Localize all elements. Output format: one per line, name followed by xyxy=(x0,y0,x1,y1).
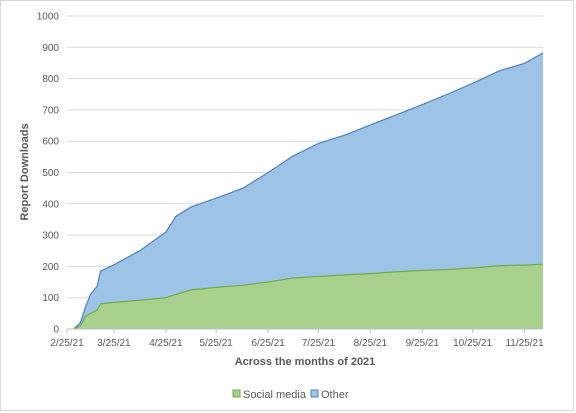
x-tick-label: 11/25/21 xyxy=(505,338,544,349)
legend-swatch-other xyxy=(310,389,319,398)
y-tick-label: 900 xyxy=(42,43,59,54)
x-tick-label: 9/25/21 xyxy=(406,338,440,349)
y-tick-label: 0 xyxy=(53,325,59,336)
y-tick-label: 800 xyxy=(42,74,59,85)
y-tick-label: 200 xyxy=(42,262,59,273)
y-tick-label: 300 xyxy=(42,231,59,242)
y-axis-title: Report Downloads xyxy=(19,123,31,220)
legend-label-other: Other xyxy=(321,389,349,401)
x-tick-label: 4/25/21 xyxy=(149,338,183,349)
legend: Social media Other xyxy=(232,389,349,401)
y-tick-label: 500 xyxy=(42,168,59,179)
x-tick-label: 3/25/21 xyxy=(97,338,131,349)
x-axis-title: Across the months of 2021 xyxy=(235,356,376,368)
y-tick-label: 700 xyxy=(42,105,59,116)
x-tick-labels: 2/25/21 3/25/21 4/25/21 5/25/21 6/25/21 7/25/… xyxy=(50,329,544,349)
x-tick-label: 7/25/21 xyxy=(302,338,336,349)
x-tick-label: 6/25/21 xyxy=(251,338,285,349)
y-tick-label: 100 xyxy=(42,293,59,304)
x-tick-label: 2/25/21 xyxy=(50,338,84,349)
y-tick-label: 600 xyxy=(42,137,59,148)
y-tick-label: 1000 xyxy=(37,12,60,23)
area-series xyxy=(73,52,544,330)
legend-swatch-social-media xyxy=(232,389,241,398)
x-tick-label: 8/25/21 xyxy=(354,338,388,349)
x-tick-label: 10/25/21 xyxy=(453,338,492,349)
legend-label-social-media: Social media xyxy=(243,389,307,401)
area-other xyxy=(73,52,543,330)
line-social-media xyxy=(73,263,544,330)
line-other xyxy=(73,52,544,330)
area-social-media xyxy=(73,264,543,329)
y-tick-labels: 0 100 200 300 400 500 600 700 800 900 1000 xyxy=(37,12,60,336)
x-tick-label: 5/25/21 xyxy=(199,338,233,349)
y-tick-label: 400 xyxy=(42,199,59,210)
